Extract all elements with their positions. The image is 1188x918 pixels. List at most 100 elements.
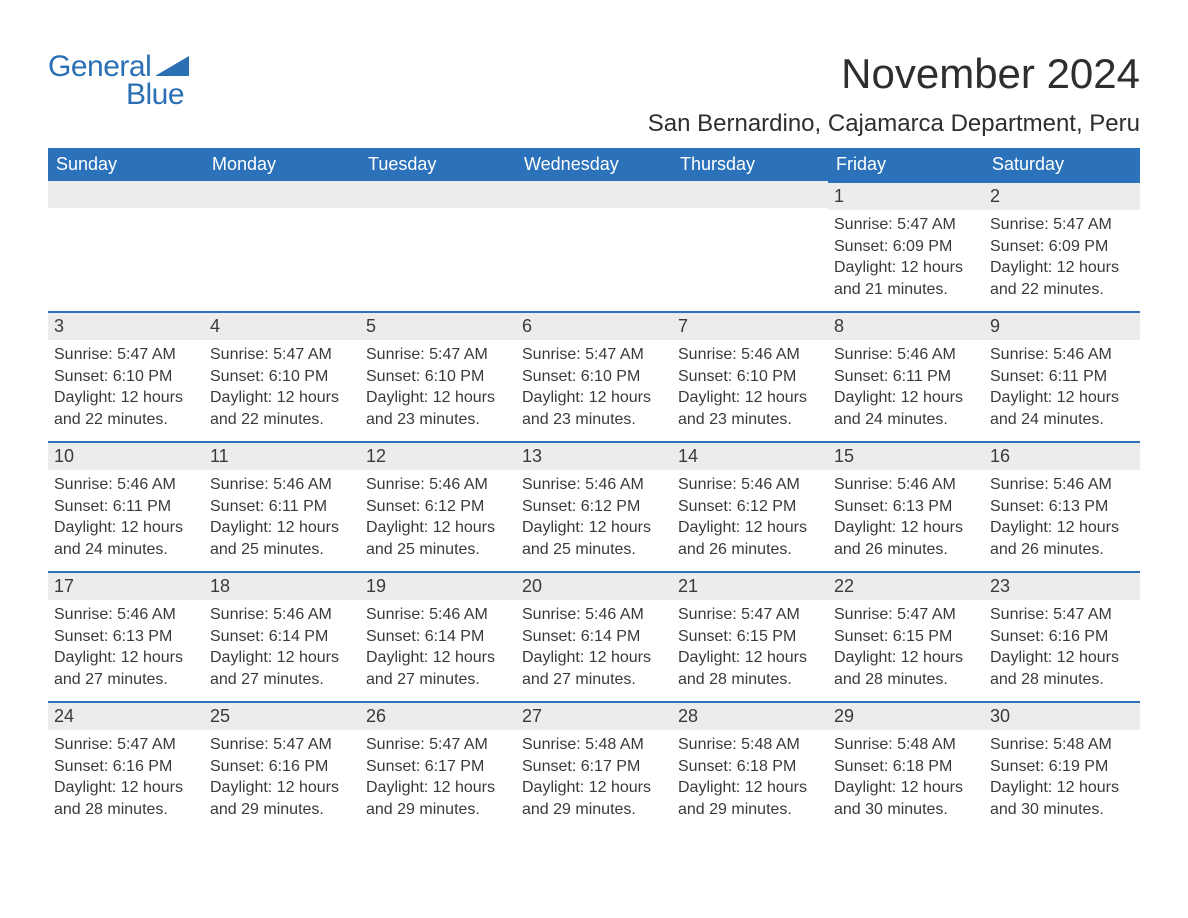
sunset-text: Sunset: 6:13 PM [990,496,1134,518]
empty-day-header [516,181,672,208]
day-details: Sunrise: 5:47 AMSunset: 6:09 PMDaylight:… [828,210,984,306]
day-details: Sunrise: 5:46 AMSunset: 6:14 PMDaylight:… [204,600,360,696]
sunrise-text: Sunrise: 5:46 AM [54,474,198,496]
sunrise-text: Sunrise: 5:47 AM [678,604,822,626]
calendar-day-cell: 17Sunrise: 5:46 AMSunset: 6:13 PMDayligh… [48,571,204,701]
calendar-day-cell: 30Sunrise: 5:48 AMSunset: 6:19 PMDayligh… [984,701,1140,831]
daylight-text: Daylight: 12 hours and 30 minutes. [834,777,978,820]
sunrise-text: Sunrise: 5:47 AM [990,604,1134,626]
day-details: Sunrise: 5:47 AMSunset: 6:10 PMDaylight:… [48,340,204,436]
day-number: 8 [828,311,984,340]
calendar-week-row: 1Sunrise: 5:47 AMSunset: 6:09 PMDaylight… [48,181,1140,311]
calendar-day-cell: 10Sunrise: 5:46 AMSunset: 6:11 PMDayligh… [48,441,204,571]
daylight-text: Daylight: 12 hours and 23 minutes. [678,387,822,430]
day-details: Sunrise: 5:46 AMSunset: 6:14 PMDaylight:… [360,600,516,696]
calendar-day-cell [204,181,360,311]
empty-day-header [204,181,360,208]
day-number: 7 [672,311,828,340]
daylight-text: Daylight: 12 hours and 25 minutes. [210,517,354,560]
daylight-text: Daylight: 12 hours and 23 minutes. [522,387,666,430]
daylight-text: Daylight: 12 hours and 22 minutes. [990,257,1134,300]
daylight-text: Daylight: 12 hours and 24 minutes. [54,517,198,560]
calendar-day-cell: 12Sunrise: 5:46 AMSunset: 6:12 PMDayligh… [360,441,516,571]
daylight-text: Daylight: 12 hours and 25 minutes. [522,517,666,560]
day-number: 22 [828,571,984,600]
sunrise-text: Sunrise: 5:47 AM [834,604,978,626]
weekday-header: Wednesday [516,148,672,181]
sunrise-text: Sunrise: 5:48 AM [678,734,822,756]
day-details: Sunrise: 5:46 AMSunset: 6:11 PMDaylight:… [48,470,204,566]
sunrise-text: Sunrise: 5:46 AM [678,474,822,496]
sunrise-text: Sunrise: 5:46 AM [54,604,198,626]
day-number: 4 [204,311,360,340]
calendar-day-cell [48,181,204,311]
daylight-text: Daylight: 12 hours and 21 minutes. [834,257,978,300]
sunset-text: Sunset: 6:12 PM [678,496,822,518]
sunrise-text: Sunrise: 5:46 AM [834,344,978,366]
calendar-day-cell: 25Sunrise: 5:47 AMSunset: 6:16 PMDayligh… [204,701,360,831]
sunset-text: Sunset: 6:10 PM [210,366,354,388]
daylight-text: Daylight: 12 hours and 29 minutes. [522,777,666,820]
calendar-header-row: SundayMondayTuesdayWednesdayThursdayFrid… [48,148,1140,181]
sunset-text: Sunset: 6:15 PM [834,626,978,648]
calendar-week-row: 10Sunrise: 5:46 AMSunset: 6:11 PMDayligh… [48,441,1140,571]
sunrise-text: Sunrise: 5:47 AM [366,344,510,366]
sunset-text: Sunset: 6:16 PM [54,756,198,778]
daylight-text: Daylight: 12 hours and 24 minutes. [990,387,1134,430]
calendar-day-cell: 5Sunrise: 5:47 AMSunset: 6:10 PMDaylight… [360,311,516,441]
sunrise-text: Sunrise: 5:47 AM [522,344,666,366]
day-number: 21 [672,571,828,600]
day-number: 27 [516,701,672,730]
sunrise-text: Sunrise: 5:46 AM [990,474,1134,496]
day-details: Sunrise: 5:47 AMSunset: 6:09 PMDaylight:… [984,210,1140,306]
sunset-text: Sunset: 6:10 PM [366,366,510,388]
day-number: 18 [204,571,360,600]
day-number: 17 [48,571,204,600]
sunrise-text: Sunrise: 5:47 AM [366,734,510,756]
sunrise-text: Sunrise: 5:48 AM [522,734,666,756]
weekday-header: Saturday [984,148,1140,181]
daylight-text: Daylight: 12 hours and 22 minutes. [54,387,198,430]
sunrise-text: Sunrise: 5:48 AM [834,734,978,756]
sunset-text: Sunset: 6:19 PM [990,756,1134,778]
day-number: 15 [828,441,984,470]
day-number: 6 [516,311,672,340]
calendar-day-cell: 27Sunrise: 5:48 AMSunset: 6:17 PMDayligh… [516,701,672,831]
calendar-day-cell: 24Sunrise: 5:47 AMSunset: 6:16 PMDayligh… [48,701,204,831]
calendar-week-row: 17Sunrise: 5:46 AMSunset: 6:13 PMDayligh… [48,571,1140,701]
day-details: Sunrise: 5:46 AMSunset: 6:13 PMDaylight:… [48,600,204,696]
day-details: Sunrise: 5:46 AMSunset: 6:11 PMDaylight:… [984,340,1140,436]
daylight-text: Daylight: 12 hours and 27 minutes. [522,647,666,690]
sunrise-text: Sunrise: 5:47 AM [210,734,354,756]
day-details: Sunrise: 5:48 AMSunset: 6:17 PMDaylight:… [516,730,672,826]
sunset-text: Sunset: 6:13 PM [834,496,978,518]
calendar-day-cell: 3Sunrise: 5:47 AMSunset: 6:10 PMDaylight… [48,311,204,441]
empty-day-header [48,181,204,208]
day-details: Sunrise: 5:46 AMSunset: 6:13 PMDaylight:… [984,470,1140,566]
sunrise-text: Sunrise: 5:46 AM [522,604,666,626]
sunrise-text: Sunrise: 5:47 AM [54,734,198,756]
day-number: 2 [984,181,1140,210]
calendar-day-cell: 16Sunrise: 5:46 AMSunset: 6:13 PMDayligh… [984,441,1140,571]
day-number: 24 [48,701,204,730]
day-number: 26 [360,701,516,730]
day-details: Sunrise: 5:48 AMSunset: 6:18 PMDaylight:… [672,730,828,826]
weekday-header: Thursday [672,148,828,181]
sunset-text: Sunset: 6:12 PM [366,496,510,518]
calendar-table: SundayMondayTuesdayWednesdayThursdayFrid… [48,148,1140,831]
sunrise-text: Sunrise: 5:48 AM [990,734,1134,756]
logo-text-blue: Blue [126,78,184,112]
day-details: Sunrise: 5:47 AMSunset: 6:10 PMDaylight:… [516,340,672,436]
day-number: 19 [360,571,516,600]
calendar-week-row: 24Sunrise: 5:47 AMSunset: 6:16 PMDayligh… [48,701,1140,831]
day-number: 29 [828,701,984,730]
daylight-text: Daylight: 12 hours and 29 minutes. [678,777,822,820]
sunset-text: Sunset: 6:09 PM [834,236,978,258]
calendar-day-cell: 23Sunrise: 5:47 AMSunset: 6:16 PMDayligh… [984,571,1140,701]
sunset-text: Sunset: 6:14 PM [522,626,666,648]
sunset-text: Sunset: 6:13 PM [54,626,198,648]
sunrise-text: Sunrise: 5:46 AM [366,604,510,626]
daylight-text: Daylight: 12 hours and 22 minutes. [210,387,354,430]
flag-icon [155,56,189,76]
daylight-text: Daylight: 12 hours and 28 minutes. [990,647,1134,690]
